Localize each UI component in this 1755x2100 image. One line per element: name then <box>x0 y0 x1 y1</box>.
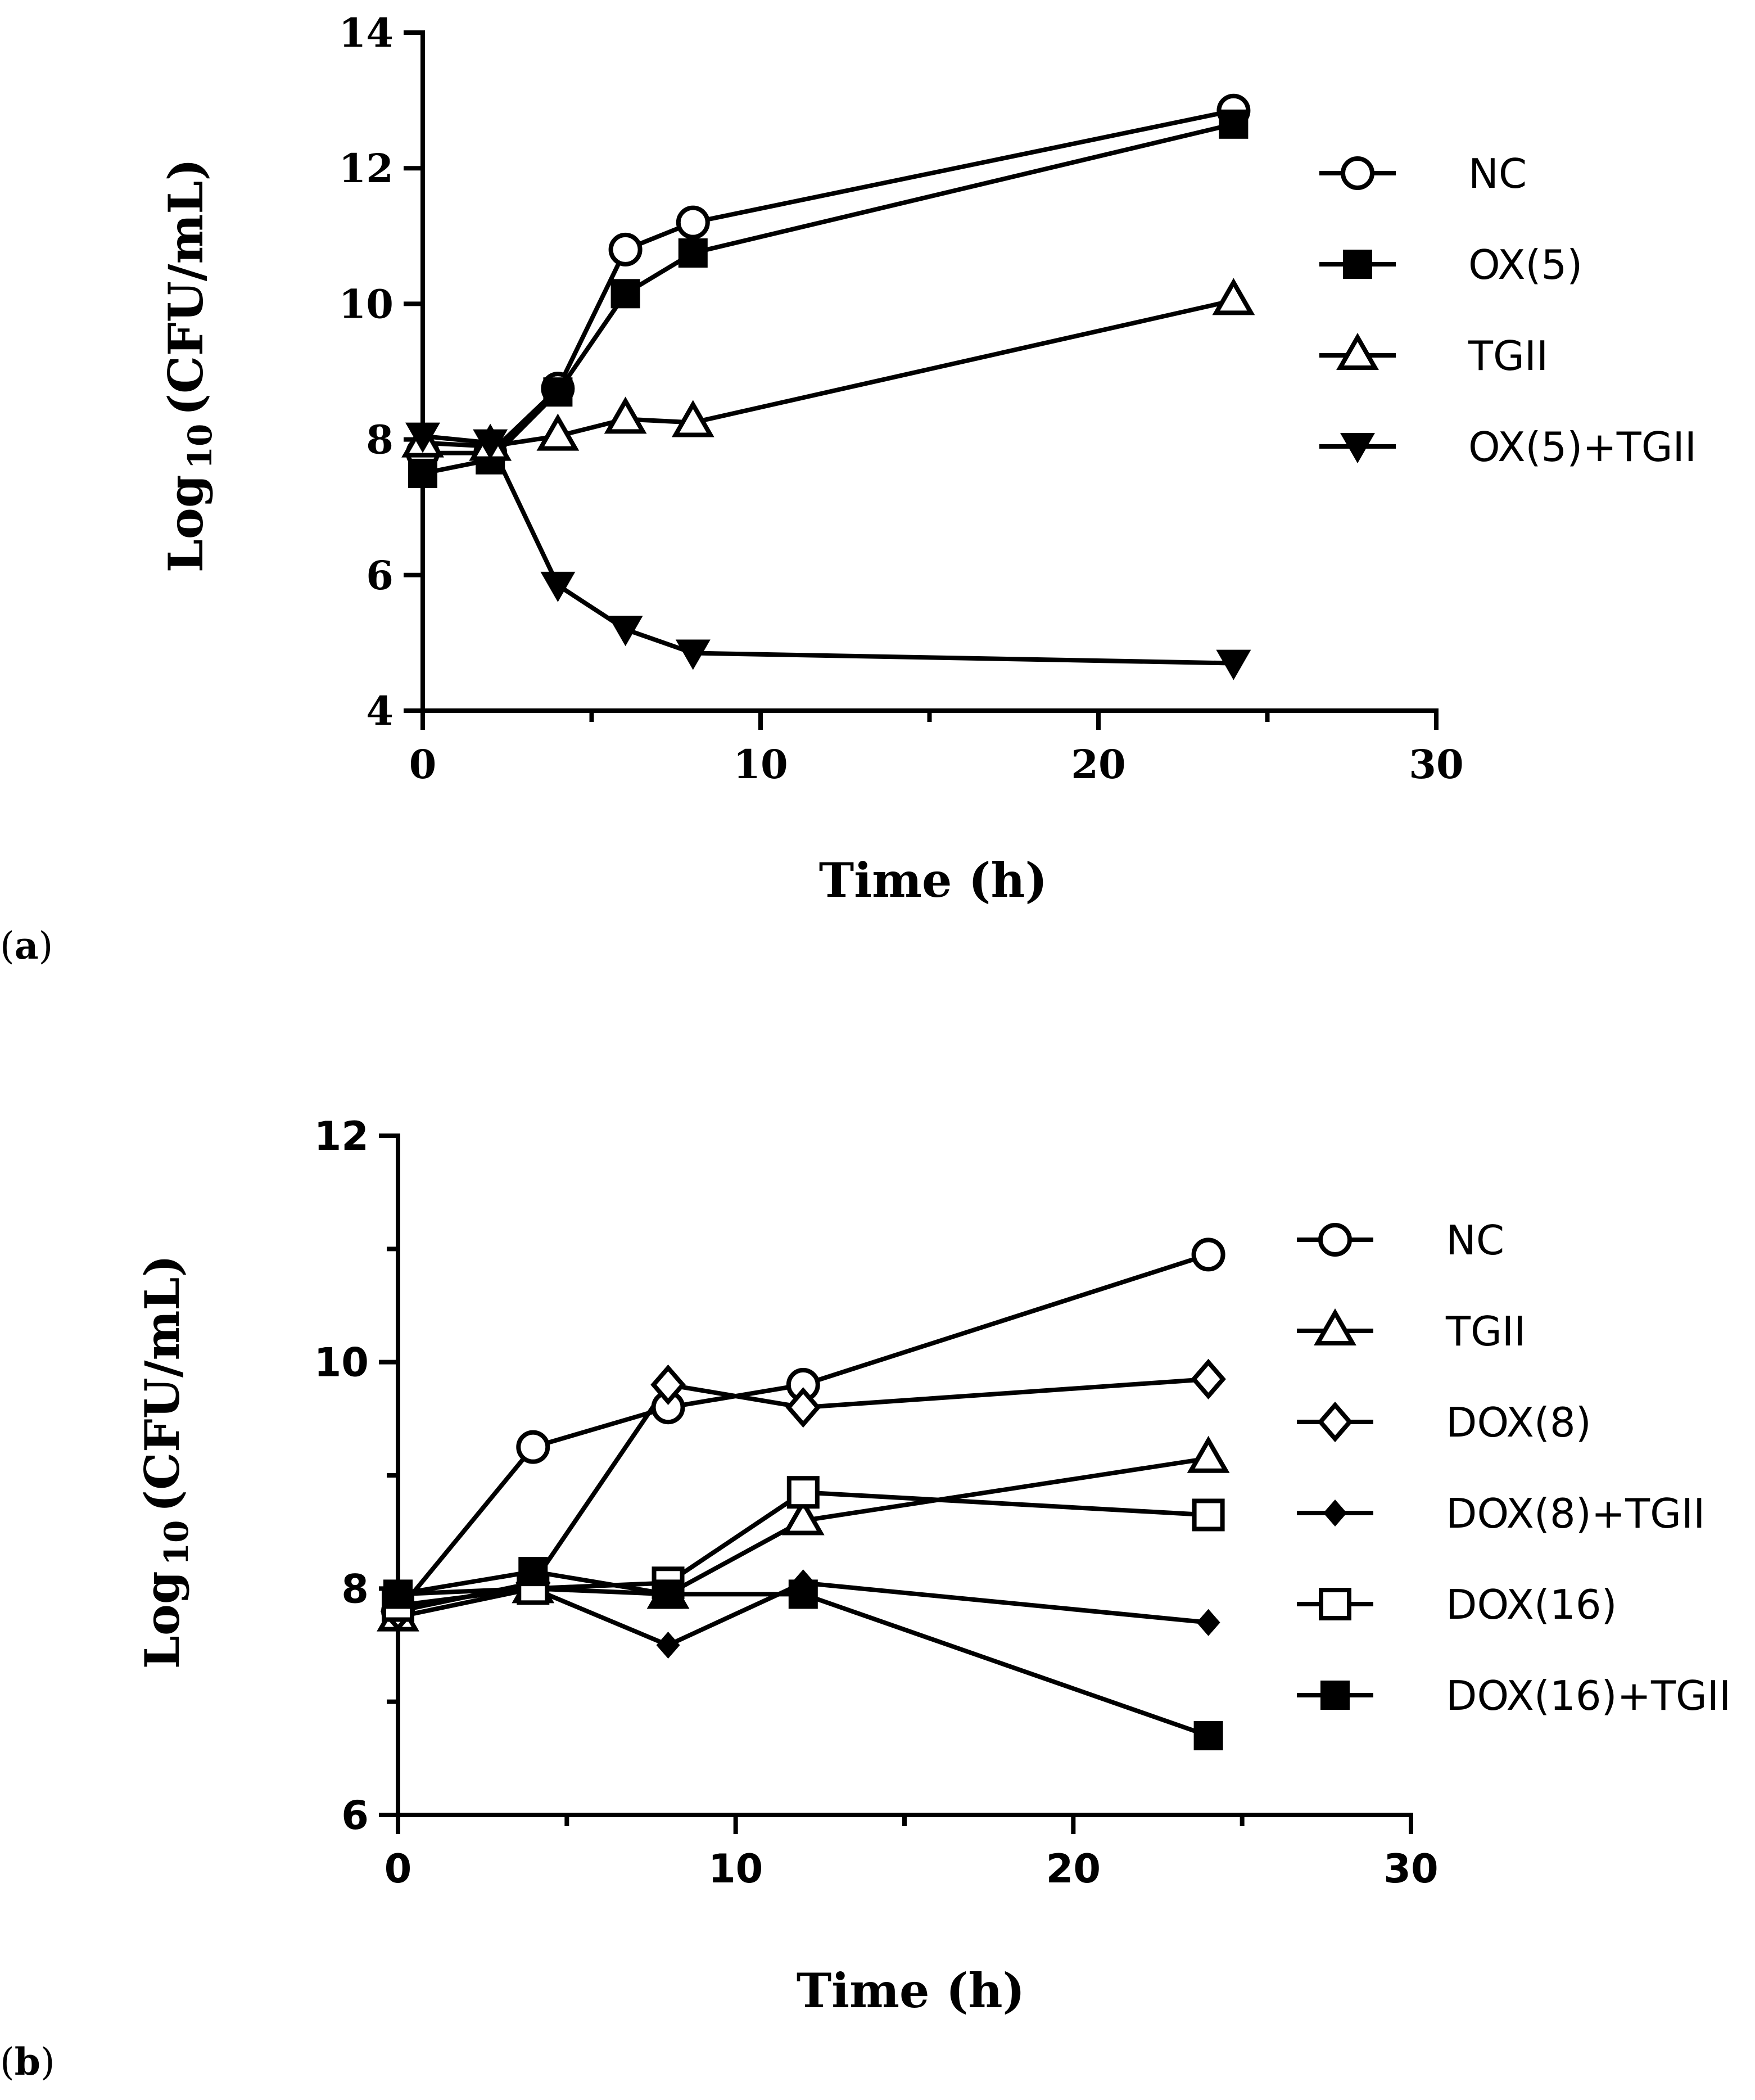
panel-b-y-axis-title: Log10(CFU/mL) <box>134 1255 196 1669</box>
panel-a-legend-marker-OX(5) <box>1343 250 1372 279</box>
panel-b-legend-label-DOX(16)+TGII: DOX(16)+TGII <box>1446 1672 1731 1719</box>
panel-a-label: (a) <box>0 924 53 968</box>
panel-b-legend-label-NC: NC <box>1446 1217 1504 1264</box>
panel-a-series-line-OX(5) <box>422 121 1234 476</box>
panel-b-point-DOX(8)-t8 <box>650 1364 686 1406</box>
panel-b-legend-label-DOX(8)+TGII: DOX(8)+TGII <box>1446 1490 1705 1537</box>
panel-a-x-tick-label: 0 <box>409 741 437 788</box>
panel-b-point-DOX(16)-t12 <box>786 1476 820 1509</box>
panel-b-legend-marker-DOX(8)+TGII <box>1323 1500 1347 1527</box>
panel-b-legend-marker-NC <box>1318 1223 1352 1257</box>
panel-a-point-NC-t8 <box>676 205 710 240</box>
panel-b-point-DOX(8)-t12 <box>785 1387 821 1428</box>
panel-a-y-tick-label: 14 <box>339 10 393 56</box>
panel-a-series-line-TGII <box>422 298 1234 449</box>
panel-a-y-tick-label: 8 <box>366 417 393 463</box>
panel-a-point-TGII-t6 <box>604 396 647 434</box>
panel-b-point-TGII-t12 <box>781 1498 825 1536</box>
panel-a-point-OX(5)+TGII-t2 <box>473 429 508 460</box>
panel-b-legend-marker-TGII <box>1314 1308 1356 1345</box>
panel-a-y-axis-title: Log10(CFU/mL) <box>158 159 219 572</box>
panel-a-legend-label-OX(5)+TGII: OX(5)+TGII <box>1468 423 1697 471</box>
panel-a-y-tick-label: 4 <box>366 688 393 734</box>
panel-a-point-OX(5)+TGII-t8 <box>675 639 711 670</box>
panel-b-point-NC-t4 <box>516 1430 550 1464</box>
panel-b-legend-marker-DOX(16)+TGII <box>1320 1681 1350 1710</box>
panel-a-x-tick-label: 10 <box>733 741 788 788</box>
panel-b-x-tick-label: 30 <box>1383 1846 1438 1892</box>
panel-b-point-DOX(16)+TGII-t24 <box>1193 1721 1223 1751</box>
panel-a-legend-label-OX(5): OX(5) <box>1468 241 1582 288</box>
panel-b-point-DOX(16)+TGII-t0 <box>383 1579 413 1609</box>
panel-b-legend-label-TGII: TGII <box>1445 1308 1526 1355</box>
panel-b-legend-marker-DOX(16) <box>1319 1588 1351 1620</box>
panel-b-point-DOX(16)-t24 <box>1192 1498 1225 1532</box>
panel-b-point-DOX(8)-t24 <box>1191 1358 1226 1399</box>
panel-a-point-OX(5)+TGII-t24 <box>1216 649 1251 680</box>
panel-a-point-OX(5)-t6 <box>610 279 640 309</box>
panel-b-y-tick-label: 10 <box>314 1340 369 1386</box>
panel-b-y-tick-label: 6 <box>341 1792 369 1839</box>
panel-a-chart: (a) Time (h) Log10(CFU/mL) 0 10 20 30 4 6 8 10 1… <box>0 10 1697 968</box>
panel-a-legend-label-NC: NC <box>1468 150 1527 197</box>
panel-a-point-OX(5)-t8 <box>678 238 708 268</box>
panel-a-point-OX(5)+TGII-t4 <box>540 571 576 602</box>
panel-b-legend-label-DOX(16): DOX(16) <box>1446 1581 1617 1628</box>
panel-b-point-DOX(8)+TGII-t24 <box>1196 1609 1220 1636</box>
panel-b-y-tick-label: 12 <box>314 1113 369 1159</box>
panel-b-point-NC-t24 <box>1191 1238 1225 1272</box>
panel-a-point-TGII-t24 <box>1212 278 1255 315</box>
panel-b-y-tick-label: 8 <box>341 1566 369 1612</box>
panel-a-x-tick-label: 30 <box>1409 741 1463 788</box>
panel-a-point-OX(5)-t4 <box>543 377 573 407</box>
panel-a-x-axis-title: Time (h) <box>819 852 1048 908</box>
panel-a-legend-marker-TGII <box>1336 332 1379 370</box>
panel-a-point-TGII-t8 <box>671 400 714 437</box>
panel-b-label: (b) <box>0 2040 55 2084</box>
panel-a-point-OX(5)-t24 <box>1219 109 1249 139</box>
panel-b-point-DOX(16)+TGII-t12 <box>788 1579 818 1609</box>
panel-a-y-tick-label: 6 <box>366 552 393 599</box>
panel-a-point-NC-t6 <box>608 232 643 267</box>
panel-a-legend-marker-NC <box>1341 156 1374 190</box>
panel-a-series-line-OX(5)+TGII <box>422 433 1234 666</box>
panel-a-legend-marker-OX(5)+TGII <box>1340 433 1375 463</box>
panel-b-x-tick-label: 10 <box>708 1846 763 1892</box>
panel-a-point-TGII-t4 <box>536 413 580 451</box>
panel-b-legend-label-DOX(8): DOX(8) <box>1446 1399 1591 1446</box>
panel-b-legend-marker-DOX(8) <box>1317 1401 1353 1443</box>
panel-a-point-OX(5)+TGII-t6 <box>608 616 643 647</box>
panel-b-x-tick-label: 20 <box>1046 1846 1101 1892</box>
panel-b-x-tick-label: 0 <box>385 1846 412 1892</box>
panel-b-x-axis-title: Time (h) <box>797 1963 1025 2018</box>
panel-b-chart: (b) Time (h) Log10(CFU/mL) 0 10 20 30 6 8 10 12… <box>0 1113 1731 2084</box>
panel-b-point-DOX(16)+TGII-t4 <box>518 1557 548 1587</box>
panel-b-point-TGII-t24 <box>1187 1435 1230 1473</box>
panel-a-point-OX(5)-t0 <box>408 458 437 488</box>
panel-a-point-OX(5)+TGII-t0 <box>405 422 440 453</box>
panel-a-legend-label-TGII: TGII <box>1468 332 1548 380</box>
panel-a-x-tick-label: 20 <box>1071 741 1125 788</box>
panel-a-y-tick-label: 10 <box>339 281 393 327</box>
panel-a-y-tick-label: 12 <box>339 145 393 192</box>
panel-b-point-DOX(16)+TGII-t8 <box>653 1579 683 1609</box>
panel-b-point-DOX(8)+TGII-t8 <box>656 1632 680 1659</box>
